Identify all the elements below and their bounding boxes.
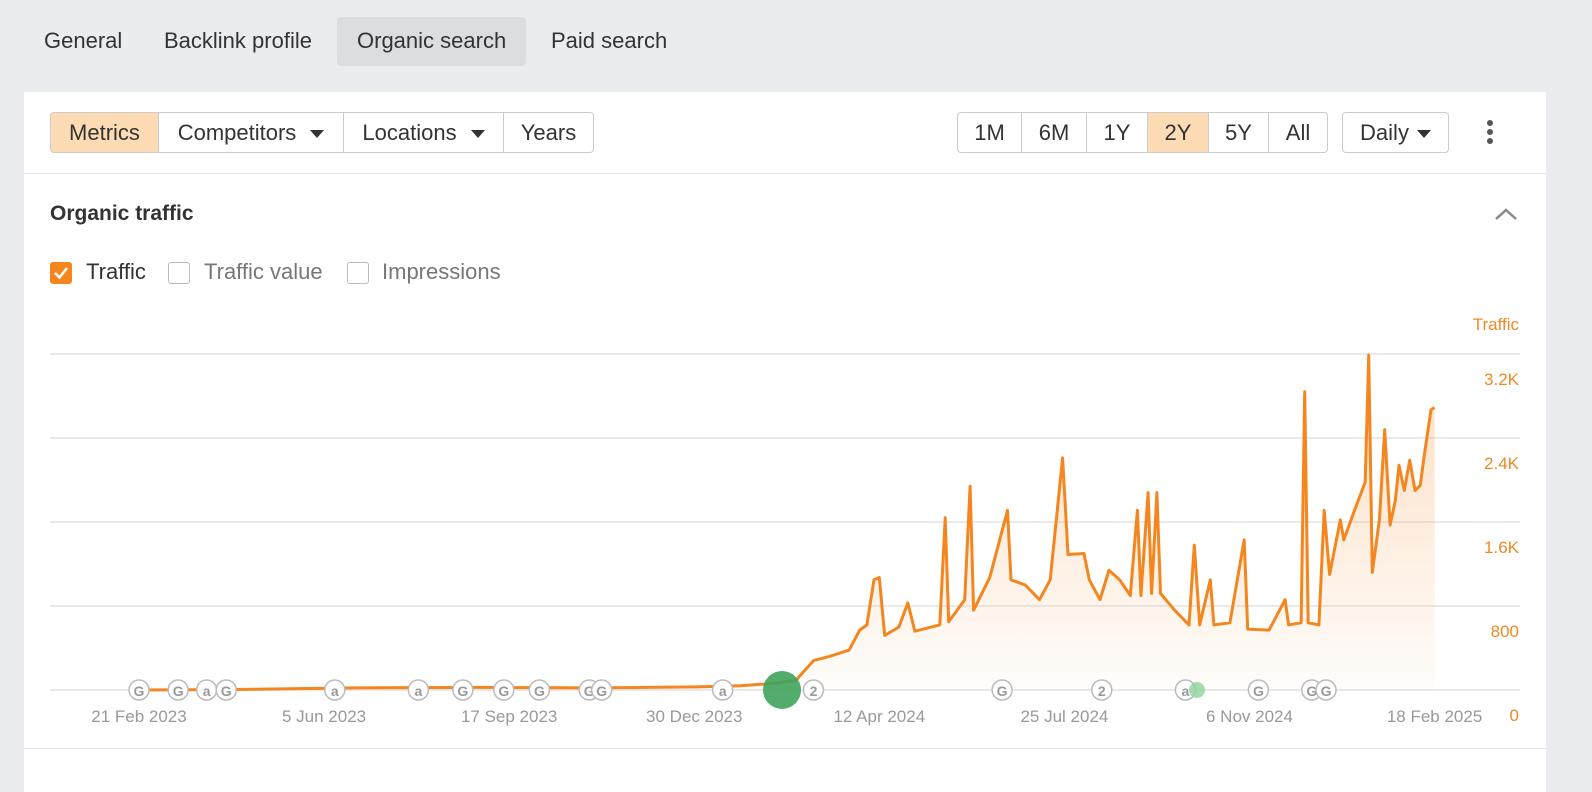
- event-marker: [128, 679, 150, 701]
- event-marker-label: G: [221, 683, 232, 699]
- event-marker-label: G: [997, 683, 1008, 699]
- y-tick-label: 1.6K: [1484, 538, 1520, 557]
- event-marker-label: G: [1321, 683, 1332, 699]
- more-menu[interactable]: [1480, 117, 1500, 149]
- event-marker-label: 2: [1098, 683, 1106, 699]
- range-button[interactable]: 1Y: [1086, 112, 1148, 153]
- collapse-toggle[interactable]: [1494, 206, 1518, 222]
- event-marker-label: a: [1182, 683, 1190, 699]
- x-tick-label: 25 Jul 2024: [1020, 707, 1108, 726]
- filter-button[interactable]: Metrics: [50, 112, 159, 153]
- event-marker: [493, 679, 515, 701]
- event-marker: [407, 679, 430, 701]
- event-marker-label: a: [331, 683, 339, 699]
- range-button[interactable]: 1M: [957, 112, 1022, 153]
- x-tick-label: 18 Feb 2025: [1387, 707, 1482, 726]
- checkbox[interactable]: [347, 262, 369, 284]
- filter-button[interactable]: Locations: [343, 112, 504, 153]
- y-axis-label: Traffic: [1473, 315, 1520, 334]
- section-title: Organic traffic: [50, 202, 194, 225]
- event-marker-label: a: [203, 683, 211, 699]
- event-marker: [1247, 679, 1270, 701]
- label: Daily: [1360, 120, 1409, 145]
- x-tick-label: 17 Sep 2023: [461, 707, 557, 726]
- filter-button[interactable]: Competitors: [158, 112, 344, 153]
- event-marker-label: G: [1253, 683, 1264, 699]
- event-marker: [711, 679, 734, 701]
- area-fill: [139, 355, 1435, 690]
- event-marker-label: G: [1306, 683, 1317, 699]
- y-tick-label: 3.2K: [1484, 370, 1520, 389]
- tab[interactable]: General: [44, 28, 123, 53]
- event-marker: [590, 679, 613, 701]
- event-marker-label: G: [534, 683, 545, 699]
- checkbox-label[interactable]: Traffic: [86, 259, 146, 284]
- event-marker-label: a: [414, 683, 422, 699]
- event-marker: [215, 679, 237, 701]
- label: Locations: [362, 120, 457, 145]
- highlight-marker: [763, 671, 801, 709]
- x-tick-label: 5 Jun 2023: [282, 707, 366, 726]
- range-button[interactable]: All: [1268, 112, 1328, 153]
- divider: [24, 748, 1546, 749]
- range-button[interactable]: 6M: [1021, 112, 1087, 153]
- range-button[interactable]: 2Y: [1147, 112, 1209, 153]
- event-marker: [452, 679, 474, 701]
- event-marker-label: G: [596, 683, 607, 699]
- tab[interactable]: Paid search: [551, 28, 668, 53]
- highlight-marker: [1189, 682, 1205, 698]
- event-marker-label: a: [719, 683, 727, 699]
- y-tick-label: 800: [1491, 622, 1519, 641]
- y-tick-label: 2.4K: [1484, 454, 1520, 473]
- label: Competitors: [177, 120, 297, 145]
- event-marker: [323, 679, 346, 701]
- checkbox-label[interactable]: Traffic value: [204, 259, 323, 284]
- tab[interactable]: Organic search: [337, 17, 527, 66]
- x-tick-label: 21 Feb 2023: [91, 707, 186, 726]
- divider: [24, 173, 1546, 174]
- event-marker-label: G: [498, 683, 509, 699]
- event-marker: [528, 679, 551, 701]
- checkbox-label[interactable]: Impressions: [382, 259, 501, 284]
- event-marker-label: G: [457, 683, 468, 699]
- filter-button[interactable]: Years: [503, 112, 594, 153]
- range-button[interactable]: 5Y: [1208, 112, 1269, 153]
- event-marker-label: 2: [810, 683, 818, 699]
- tab[interactable]: Backlink profile: [164, 28, 312, 53]
- event-marker-label: G: [173, 683, 184, 699]
- line: [138, 353, 1436, 692]
- event-marker: [1315, 679, 1337, 701]
- x-tick-label: 6 Nov 2024: [1206, 707, 1293, 726]
- label: Years: [520, 120, 577, 145]
- checkbox[interactable]: [50, 262, 72, 284]
- y-tick-label: 0: [1510, 706, 1519, 725]
- event-marker: [167, 679, 189, 701]
- x-tick-label: 12 Apr 2024: [833, 707, 925, 726]
- event-marker: [1091, 679, 1113, 701]
- x-tick-label: 30 Dec 2023: [646, 707, 742, 726]
- event-marker: [802, 679, 825, 701]
- label: Metrics: [69, 120, 140, 145]
- interval-dropdown[interactable]: Daily: [1342, 112, 1449, 153]
- event-marker-label: G: [134, 683, 145, 699]
- checkbox[interactable]: [168, 262, 190, 284]
- chart: Traffic 0 800 1.6K 2.4K 3.2K 21 Feb 2023 5 Jun…: [50, 315, 1520, 726]
- event-marker-label: G: [584, 683, 595, 699]
- event-marker: [991, 679, 1013, 701]
